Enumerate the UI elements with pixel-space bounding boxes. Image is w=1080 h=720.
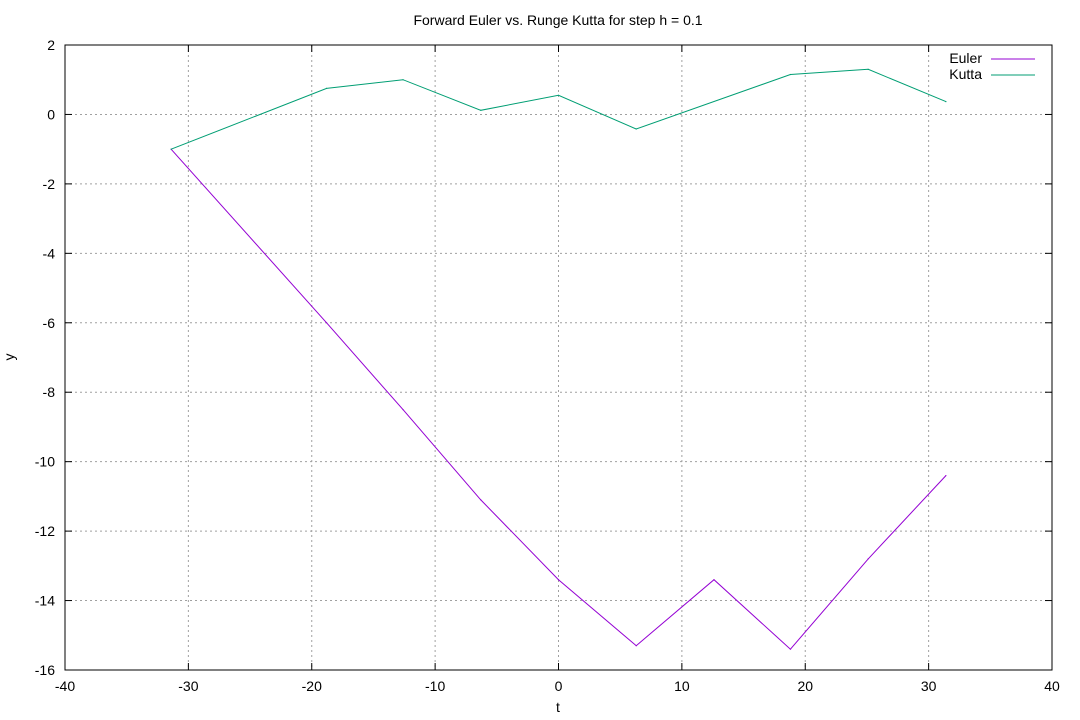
- data-point-euler: [789, 648, 792, 650]
- y-tick-label: -10: [35, 454, 55, 470]
- y-tick-label: 2: [47, 37, 55, 53]
- y-tick-label: -12: [35, 523, 55, 539]
- data-point-euler: [557, 579, 560, 581]
- tick-labels: -40 -30 -20 -10 0 10 20 30 4020-2-4-6-8-10-12-14…: [35, 37, 1060, 694]
- x-tick-label: -40: [55, 678, 75, 694]
- data-point-euler: [480, 499, 482, 501]
- series-line-euler: [170, 148, 947, 650]
- data-point-euler: [713, 579, 715, 581]
- data-point-euler: [325, 322, 328, 324]
- x-tick-label: 40: [1044, 678, 1060, 694]
- y-tick-label: -14: [35, 593, 55, 609]
- y-tick-label: -4: [43, 245, 56, 261]
- x-tick-label: 20: [797, 678, 813, 694]
- x-axis-label: t: [556, 699, 560, 715]
- axis-ticks: [64, 44, 1053, 671]
- data-point-euler: [635, 645, 637, 647]
- y-tick-label: -8: [43, 384, 56, 400]
- data-point-kutta: [867, 68, 869, 70]
- data-point-kutta: [402, 79, 404, 81]
- x-tick-label: -30: [178, 678, 198, 694]
- data-point-euler: [867, 558, 869, 560]
- chart-title: Forward Euler vs. Runge Kutta for step h…: [413, 12, 702, 28]
- data-point-kutta: [789, 73, 792, 76]
- legend-label-kutta: Kutta: [949, 66, 982, 82]
- y-axis-label: y: [1, 354, 17, 361]
- y-tick-label: 0: [47, 106, 55, 122]
- data-point-euler: [945, 474, 947, 477]
- data-point-kutta: [557, 94, 560, 96]
- x-tick-label: -10: [425, 678, 445, 694]
- data-point-kutta: [945, 100, 947, 103]
- legend-label-euler: Euler: [949, 50, 982, 66]
- series-lines: [170, 68, 947, 650]
- data-point-kutta: [170, 148, 172, 150]
- x-tick-label: 0: [555, 678, 563, 694]
- y-tick-label: -6: [43, 315, 56, 331]
- data-point-kutta: [325, 87, 328, 90]
- data-point-euler: [402, 408, 404, 411]
- y-tick-label: -16: [35, 662, 55, 678]
- x-tick-label: 10: [674, 678, 690, 694]
- grid: [65, 45, 1052, 670]
- x-tick-label: -20: [302, 678, 322, 694]
- y-tick-label: -2: [43, 176, 56, 192]
- data-point-kutta: [480, 109, 482, 111]
- x-tick-label: 30: [921, 678, 937, 694]
- data-point-kutta: [635, 128, 637, 130]
